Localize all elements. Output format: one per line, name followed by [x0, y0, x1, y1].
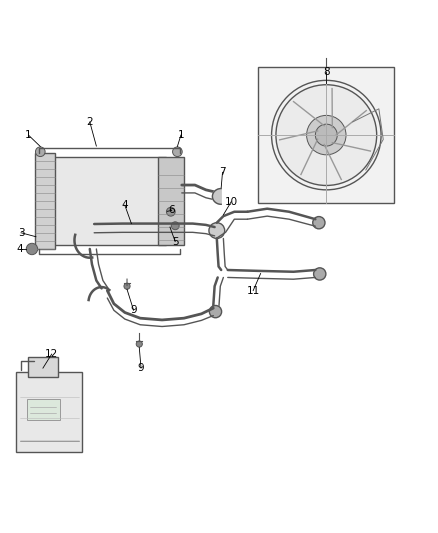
Text: 3: 3 [18, 228, 25, 238]
Text: 7: 7 [219, 167, 226, 177]
Text: 1: 1 [177, 130, 184, 140]
Text: 9: 9 [138, 363, 145, 373]
Text: 8: 8 [323, 67, 330, 77]
Circle shape [209, 305, 222, 318]
Text: 1: 1 [25, 130, 32, 140]
FancyBboxPatch shape [258, 67, 394, 203]
FancyBboxPatch shape [158, 157, 184, 245]
Circle shape [314, 268, 326, 280]
Circle shape [173, 147, 182, 157]
Text: 9: 9 [130, 305, 137, 316]
Circle shape [313, 216, 325, 229]
Text: 4: 4 [121, 200, 128, 210]
Circle shape [136, 341, 142, 347]
Circle shape [276, 85, 377, 185]
Text: 2: 2 [86, 117, 93, 127]
Circle shape [26, 243, 38, 255]
Circle shape [315, 124, 337, 146]
Polygon shape [212, 189, 221, 204]
Circle shape [124, 283, 130, 289]
Circle shape [166, 207, 175, 216]
Text: 4: 4 [16, 244, 23, 254]
FancyBboxPatch shape [35, 152, 55, 249]
FancyBboxPatch shape [28, 357, 58, 377]
Circle shape [307, 115, 346, 155]
Text: 12: 12 [45, 349, 58, 359]
Circle shape [209, 223, 225, 238]
Text: 11: 11 [247, 286, 260, 296]
FancyBboxPatch shape [42, 157, 166, 245]
Circle shape [171, 222, 179, 230]
Text: 10: 10 [225, 197, 238, 207]
FancyBboxPatch shape [27, 399, 60, 420]
Text: 6: 6 [168, 205, 175, 215]
Circle shape [35, 147, 45, 157]
Text: 5: 5 [172, 237, 179, 247]
FancyBboxPatch shape [16, 373, 82, 452]
